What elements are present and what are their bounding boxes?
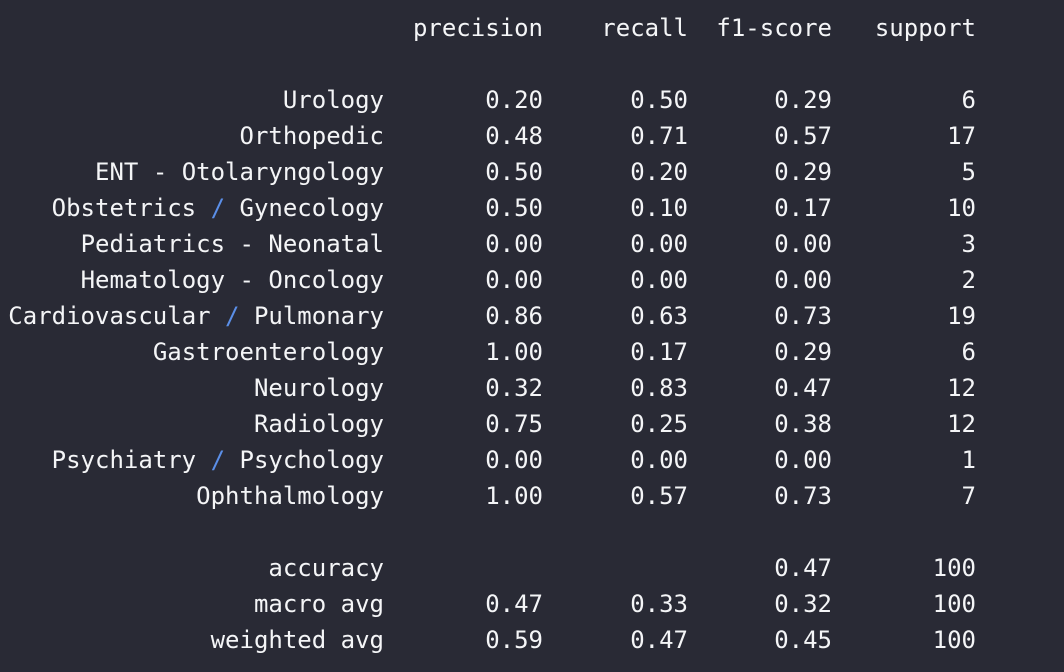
row-label: Pediatrics - Neonatal — [80, 230, 384, 258]
row-precision: 0.86 — [485, 302, 543, 330]
summary-f1: 0.45 — [774, 626, 832, 654]
header-row: precision recall f1-score support — [0, 10, 1064, 46]
summary-f1: 0.32 — [774, 590, 832, 618]
summary-recall: 0.47 — [630, 626, 688, 654]
row-f1: 0.00 — [774, 230, 832, 258]
row-support: 5 — [961, 158, 976, 186]
row-precision: 0.50 — [485, 158, 543, 186]
row-recall: 0.25 — [630, 410, 688, 438]
row-f1: 0.00 — [774, 266, 832, 294]
row-f1: 0.47 — [774, 374, 832, 402]
table-row: Ophthalmology 1.00 0.57 0.73 7 — [0, 478, 1064, 514]
table-row: ENT - Otolaryngology 0.50 0.20 0.29 5 — [0, 154, 1064, 190]
row-support: 10 — [947, 194, 976, 222]
header-f1-score: f1-score — [716, 14, 832, 42]
row-precision: 0.00 — [485, 266, 543, 294]
header-precision: precision — [412, 14, 543, 42]
table-row: Neurology 0.32 0.83 0.47 12 — [0, 370, 1064, 406]
table-row: Gastroenterology 1.00 0.17 0.29 6 — [0, 334, 1064, 370]
row-label: ENT - Otolaryngology — [95, 158, 384, 186]
summary-label: weighted avg — [210, 626, 384, 654]
row-f1: 0.73 — [774, 482, 832, 510]
row-precision: 1.00 — [485, 338, 543, 366]
row-support: 6 — [961, 338, 976, 366]
header-support: support — [874, 14, 976, 42]
row-recall: 0.83 — [630, 374, 688, 402]
row-precision: 0.48 — [485, 122, 543, 150]
row-recall: 0.00 — [630, 230, 688, 258]
row-precision: 1.00 — [485, 482, 543, 510]
summary-precision — [400, 550, 543, 586]
table-row: Pediatrics - Neonatal 0.00 0.00 0.00 3 — [0, 226, 1064, 262]
row-support: 1 — [961, 446, 976, 474]
row-f1: 0.29 — [774, 158, 832, 186]
row-f1: 0.57 — [774, 122, 832, 150]
row-support: 12 — [947, 374, 976, 402]
row-precision: 0.00 — [485, 446, 543, 474]
summary-recall: 0.33 — [630, 590, 688, 618]
row-recall: 0.50 — [630, 86, 688, 114]
row-f1: 0.29 — [774, 338, 832, 366]
summary-recall — [560, 550, 688, 586]
row-label: Hematology - Oncology — [80, 266, 384, 294]
summary-row-accuracy: accuracy 0.47 100 — [0, 550, 1064, 586]
row-recall: 0.10 — [630, 194, 688, 222]
row-precision: 0.20 — [485, 86, 543, 114]
table-row: Hematology - Oncology 0.00 0.00 0.00 2 — [0, 262, 1064, 298]
table-row: Cardiovascular / Pulmonary 0.86 0.63 0.7… — [0, 298, 1064, 334]
row-f1: 0.00 — [774, 446, 832, 474]
row-label: Ophthalmology — [196, 482, 384, 510]
row-support: 6 — [961, 86, 976, 114]
row-precision: 0.75 — [485, 410, 543, 438]
row-support: 19 — [947, 302, 976, 330]
summary-support: 100 — [932, 554, 976, 582]
summary-support: 100 — [932, 590, 976, 618]
row-f1: 0.17 — [774, 194, 832, 222]
row-support: 3 — [961, 230, 976, 258]
row-label: Cardiovascular / Pulmonary — [8, 302, 384, 330]
row-f1: 0.38 — [774, 410, 832, 438]
summary-precision: 0.47 — [485, 590, 543, 618]
row-precision: 0.00 — [485, 230, 543, 258]
row-label: Psychiatry / Psychology — [51, 446, 384, 474]
summary-support: 100 — [932, 626, 976, 654]
row-support: 12 — [947, 410, 976, 438]
row-support: 17 — [947, 122, 976, 150]
summary-row-macro-avg: macro avg 0.47 0.33 0.32 100 — [0, 586, 1064, 622]
table-row: Obstetrics / Gynecology 0.50 0.10 0.17 1… — [0, 190, 1064, 226]
table-row: Orthopedic 0.48 0.71 0.57 17 — [0, 118, 1064, 154]
row-recall: 0.71 — [630, 122, 688, 150]
summary-label: accuracy — [268, 554, 384, 582]
table-row: Urology 0.20 0.50 0.29 6 — [0, 82, 1064, 118]
row-recall: 0.00 — [630, 446, 688, 474]
table-row: Psychiatry / Psychology 0.00 0.00 0.00 1 — [0, 442, 1064, 478]
header-recall: recall — [601, 14, 688, 42]
row-label: Urology — [282, 86, 384, 114]
row-label: Orthopedic — [239, 122, 385, 150]
row-f1: 0.29 — [774, 86, 832, 114]
row-precision: 0.32 — [485, 374, 543, 402]
summary-row-weighted-avg: weighted avg 0.59 0.47 0.45 100 — [0, 622, 1064, 658]
row-label: Radiology — [253, 410, 384, 438]
row-label: Obstetrics / Gynecology — [51, 194, 384, 222]
row-recall: 0.20 — [630, 158, 688, 186]
row-recall: 0.63 — [630, 302, 688, 330]
row-label: Neurology — [253, 374, 384, 402]
row-support: 7 — [961, 482, 976, 510]
row-recall: 0.17 — [630, 338, 688, 366]
summary-label: macro avg — [253, 590, 384, 618]
row-precision: 0.50 — [485, 194, 543, 222]
summary-precision: 0.59 — [485, 626, 543, 654]
row-recall: 0.57 — [630, 482, 688, 510]
row-recall: 0.00 — [630, 266, 688, 294]
row-f1: 0.73 — [774, 302, 832, 330]
summary-f1: 0.47 — [774, 554, 832, 582]
row-label: Gastroenterology — [152, 338, 384, 366]
row-support: 2 — [961, 266, 976, 294]
table-row: Radiology 0.75 0.25 0.38 12 — [0, 406, 1064, 442]
